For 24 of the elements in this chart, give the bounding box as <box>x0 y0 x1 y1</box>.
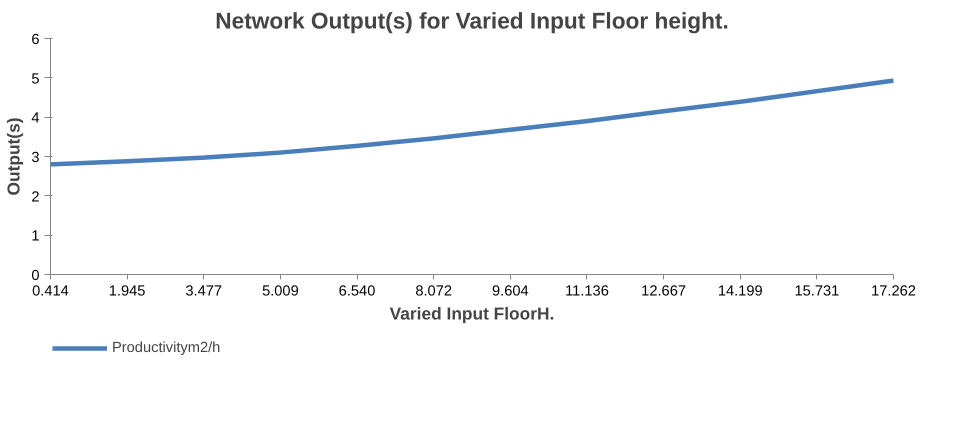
x-tick-label: 5.009 <box>262 284 299 300</box>
chart-title: Network Output(s) for Varied Input Floor height. <box>215 8 729 34</box>
x-tick-label: 14.199 <box>718 284 763 300</box>
x-tick-label: 11.136 <box>565 284 609 300</box>
x-tick-label: 1.945 <box>108 284 146 300</box>
x-tick-label: 9.604 <box>492 284 529 300</box>
y-tick-label: 6 <box>31 32 40 48</box>
legend-label: Productivitym2/h <box>112 340 220 356</box>
y-tick-label: 2 <box>31 189 40 206</box>
x-tick-label: 8.072 <box>415 284 452 300</box>
y-tick-label: 3 <box>31 150 40 166</box>
x-tick-label: 3.477 <box>185 284 222 300</box>
x-tick-label: 15.731 <box>794 284 840 300</box>
x-tick-label: 6.540 <box>338 284 376 300</box>
y-tick-label: 0 <box>31 268 40 284</box>
y-tick-label: 1 <box>31 228 40 245</box>
x-tick-label: 12.667 <box>641 284 686 300</box>
x-axis-title: Varied Input FloorH. <box>390 304 554 324</box>
y-axis-title: Output(s) <box>3 118 24 196</box>
x-tick-label: 0.414 <box>32 284 69 300</box>
y-tick-label: 4 <box>31 110 40 127</box>
x-tick-label: 17.262 <box>871 284 916 300</box>
line-series <box>50 78 894 167</box>
y-tick-label: 5 <box>31 71 40 88</box>
